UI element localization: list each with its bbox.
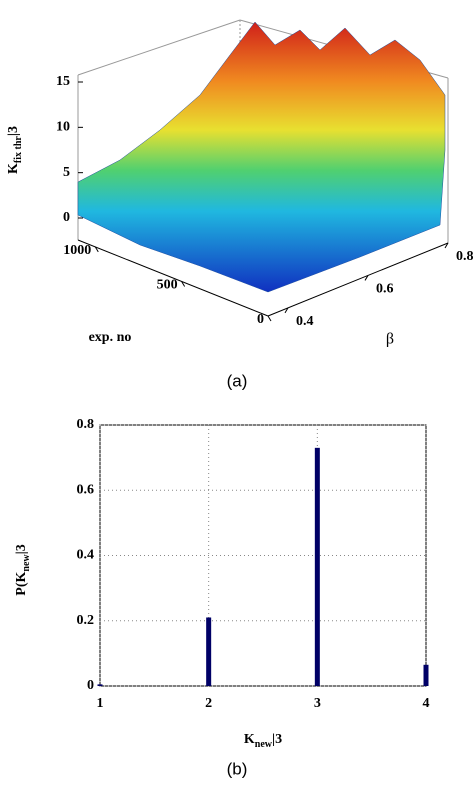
y-tick-label: 0.6 xyxy=(77,482,95,497)
x-tick-label: 2 xyxy=(205,696,212,711)
x-tick-label: 0 xyxy=(257,312,264,327)
x-tick xyxy=(94,246,99,253)
caption: (a) xyxy=(227,371,248,390)
z-tick-label: 5 xyxy=(63,165,70,180)
z-axis-label: Kfix thr|3 xyxy=(6,126,24,174)
y-tick xyxy=(284,307,289,314)
y-tick-label: 0.4 xyxy=(77,548,95,563)
bar xyxy=(97,684,103,686)
x-axis-label: Knew|3 xyxy=(244,732,282,750)
x-tick-label: 3 xyxy=(314,696,321,711)
y-tick xyxy=(444,242,449,249)
y-tick xyxy=(364,275,369,281)
y-tick-label: 0.8 xyxy=(456,249,474,264)
y-tick-label: 0.8 xyxy=(77,417,95,432)
bar xyxy=(314,447,320,686)
x-tick-label: 1000 xyxy=(63,243,91,258)
x-tick-label: 1 xyxy=(97,696,104,711)
z-tick-label: 15 xyxy=(56,74,70,89)
y-tick-label: 0.4 xyxy=(296,314,314,329)
z-tick-label: 0 xyxy=(63,210,70,225)
bar xyxy=(423,664,429,686)
z-tick-label: 10 xyxy=(56,120,70,135)
x-axis-label: exp. no xyxy=(89,330,132,345)
y-tick-label: 0 xyxy=(87,678,94,693)
y-axis-label: P(Knew|3 xyxy=(14,544,32,595)
x-tick-label: 4 xyxy=(423,696,430,711)
x-tick xyxy=(181,281,186,287)
caption: (b) xyxy=(227,759,248,778)
surface xyxy=(77,21,446,293)
x-tick xyxy=(267,315,272,322)
bar xyxy=(206,617,212,686)
y-tick-label: 0.2 xyxy=(77,613,95,628)
y-tick-label: 0.6 xyxy=(376,282,394,297)
y-axis-label: β xyxy=(386,331,394,348)
x-tick-label: 500 xyxy=(157,278,178,293)
